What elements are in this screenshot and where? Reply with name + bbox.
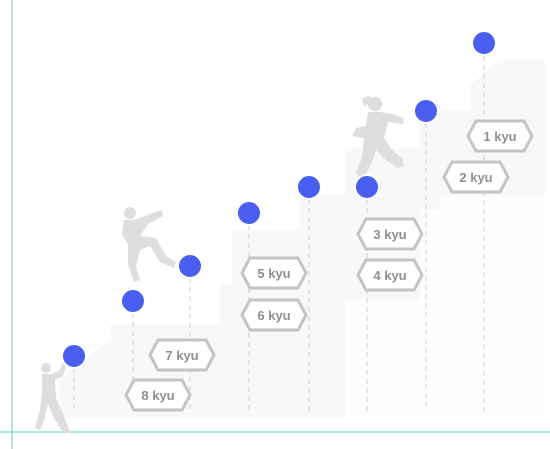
milestone-dot-2-kyu (413, 98, 439, 124)
badge-1-kyu: 1 kyu (466, 119, 534, 153)
badge-6-kyu-shape (240, 298, 308, 332)
badge-5-kyu-label: 5 kyu (257, 266, 290, 281)
milestone-dot-4-kyu (296, 174, 322, 200)
milestone-dot-8-kyu (61, 343, 87, 369)
climber-figure-1 (35, 358, 70, 434)
badge-7-kyu-label: 7 kyu (165, 348, 198, 363)
badge-4-kyu-shape (356, 258, 424, 292)
milestone-dot-6-kyu (177, 253, 203, 279)
badge-7-kyu: 7 kyu (148, 338, 216, 372)
badge-6-kyu: 6 kyu (240, 298, 308, 332)
staircase-background (60, 60, 545, 418)
badge-2-kyu-label: 2 kyu (459, 170, 492, 185)
badge-4-kyu-label: 4 kyu (373, 268, 406, 283)
badge-7-kyu-shape (148, 338, 216, 372)
milestone-dot-5-kyu (236, 200, 262, 226)
badge-3-kyu: 3 kyu (356, 217, 424, 251)
milestone-dot-3-kyu (354, 174, 380, 200)
badge-8-kyu-label: 8 kyu (141, 388, 174, 403)
badge-5-kyu: 5 kyu (240, 256, 308, 290)
badge-5-kyu-shape (240, 256, 308, 290)
badge-8-kyu: 8 kyu (124, 378, 192, 412)
staircase-background-lower (60, 195, 545, 418)
badge-2-kyu: 2 kyu (442, 160, 510, 194)
badge-3-kyu-label: 3 kyu (373, 227, 406, 242)
badge-8-kyu-shape (124, 378, 192, 412)
badge-1-kyu-shape (466, 119, 534, 153)
climber-figure-3 (352, 96, 404, 178)
climber-figure-2 (122, 207, 176, 282)
badge-6-kyu-label: 6 kyu (257, 308, 290, 323)
milestone-dots (61, 30, 497, 369)
badge-1-kyu-label: 1 kyu (483, 129, 516, 144)
milestone-dot-1-kyu (471, 30, 497, 56)
badge-2-kyu-shape (442, 160, 510, 194)
badge-3-kyu-shape (356, 217, 424, 251)
milestone-dot-7-kyu (120, 288, 146, 314)
badge-4-kyu: 4 kyu (356, 258, 424, 292)
